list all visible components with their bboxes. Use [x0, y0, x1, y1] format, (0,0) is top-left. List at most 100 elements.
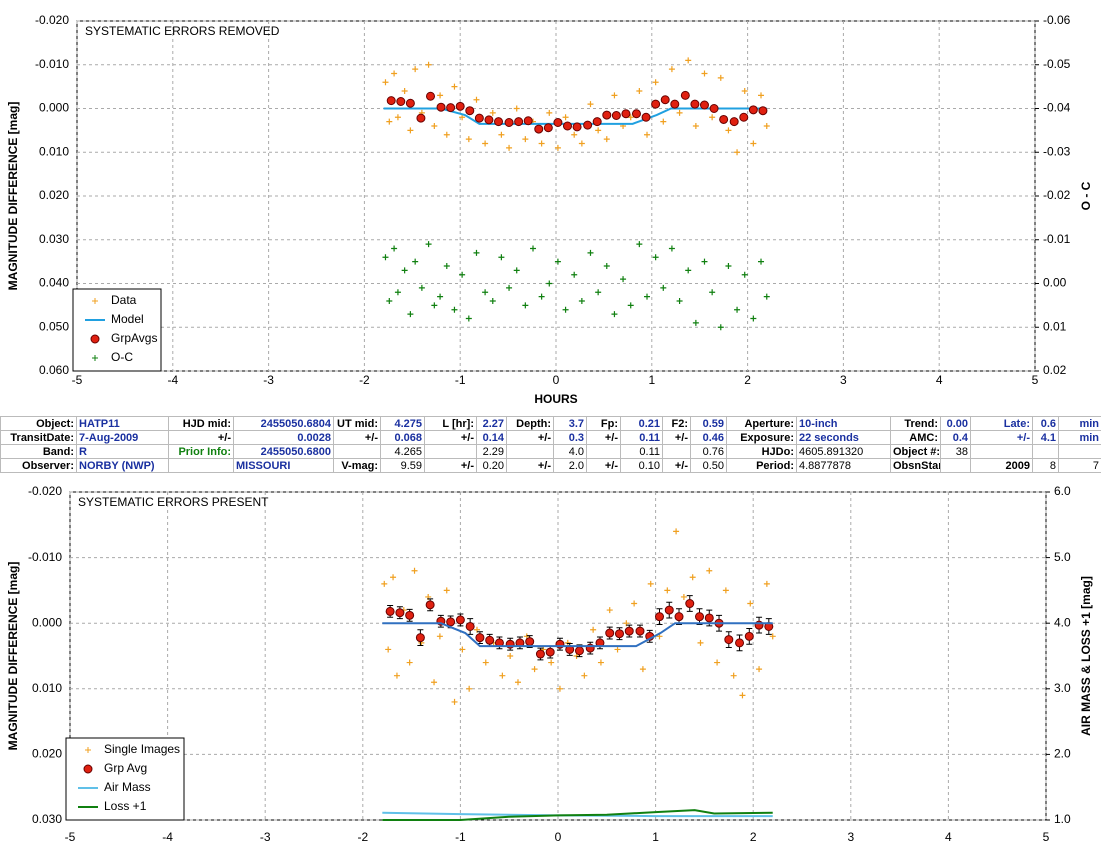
chart-top: -5 -4 -3 -2 -1 0 1 2 3 4 5 -0.020 -0.010 0.000 0.010 0.… [6, 13, 1093, 406]
table-cell [506, 444, 554, 459]
x-axis-title: HOURS [534, 392, 577, 406]
data-point [564, 639, 571, 646]
table-cell: HJDo: [726, 444, 797, 459]
group-average [735, 638, 745, 648]
group-average [455, 615, 465, 625]
y2-axis-title: AIR MASS & LOSS +1 [mag] [1079, 576, 1093, 736]
data-point [431, 123, 438, 129]
legend-label: Data [111, 293, 137, 307]
x-tick-label: 2 [744, 373, 751, 387]
series-line [382, 622, 773, 648]
group-average [446, 103, 456, 113]
data-point [482, 140, 489, 147]
y2-tick-label: 0.01 [1043, 319, 1067, 333]
data-point [451, 698, 458, 705]
group-average [405, 98, 415, 108]
data-point [722, 587, 729, 594]
data-point [660, 284, 667, 291]
data-point [578, 140, 585, 147]
data-point [763, 293, 770, 300]
data-point [734, 149, 741, 156]
data-point [750, 140, 757, 147]
group-average [396, 97, 406, 106]
table-cell: 2455050.6804 [233, 416, 334, 431]
data-point [676, 109, 683, 116]
group-average [605, 628, 615, 638]
table-cell: AMC: [890, 430, 941, 445]
group-average [523, 116, 533, 126]
table-cell: 0.068 [380, 430, 425, 445]
data-point [697, 639, 704, 646]
y-axis-title: MAGNITUDE DIFFERENCE [mag] [6, 562, 20, 751]
table-cell: +/- [424, 458, 477, 473]
data-point [756, 666, 763, 673]
data-point [652, 254, 659, 261]
table-cell: 4.265 [380, 444, 425, 459]
data-point [459, 271, 466, 278]
group-average [724, 635, 734, 645]
group-average [674, 612, 684, 622]
y-tick-label: 0.020 [32, 747, 62, 761]
data-point [425, 241, 432, 248]
data-point [466, 685, 473, 692]
table-cell: 9.59 [380, 458, 425, 473]
group-average [572, 122, 582, 132]
x-tick-label: 5 [1043, 830, 1050, 844]
group-average [525, 637, 535, 647]
table-cell: +/- [424, 430, 477, 445]
data-point [498, 131, 505, 138]
data-point [636, 241, 643, 248]
x-tick-label: -1 [455, 373, 466, 387]
group-average [635, 626, 645, 636]
group-average [651, 99, 661, 109]
data-point [603, 263, 610, 269]
table-cell: 4.1 [1032, 430, 1059, 445]
y2-tick-label: -0.06 [1043, 13, 1071, 27]
series-line [382, 809, 773, 821]
table-row: Band: R Prior Info: 2455050.6800 4.265 2.29 4.… [0, 444, 1101, 459]
group-average [475, 633, 485, 643]
group-average [624, 626, 634, 636]
y2-tick-label: 1.0 [1054, 812, 1071, 826]
table-cell: 7 [1058, 458, 1101, 473]
data-point [606, 607, 613, 614]
data-point [562, 114, 569, 121]
data-point [741, 88, 748, 94]
table-cell: +/- [662, 430, 691, 445]
data-point [620, 276, 627, 283]
data-point [390, 574, 397, 581]
table-cell: 0.10 [620, 458, 663, 473]
table-cell: 0.6 [1032, 416, 1059, 431]
group-average [631, 109, 641, 119]
data-point [644, 293, 651, 300]
table-cell [168, 458, 234, 473]
data-point [431, 679, 438, 686]
data-point [647, 580, 654, 587]
data-point [660, 118, 667, 125]
data-point [411, 567, 418, 574]
table-cell [333, 444, 381, 459]
x-tick-label: -4 [162, 830, 173, 844]
parameter-table: Object: HATP11 HJD mid: 2455050.6804 UT mid:… [0, 416, 1101, 473]
table-cell: +/- [586, 458, 621, 473]
group-average [695, 612, 705, 622]
data-point [611, 311, 618, 318]
x-tick-label: 4 [945, 830, 952, 844]
group-average [685, 599, 695, 609]
group-average [465, 106, 475, 116]
table-cell: Depth: [506, 416, 554, 431]
data-point [401, 267, 408, 274]
table-cell: TransitDate: [0, 430, 77, 445]
data-point [644, 131, 651, 138]
table-cell: Object: [0, 416, 77, 431]
x-tick-label: 5 [1032, 373, 1039, 387]
data-point [382, 254, 389, 261]
data-point [538, 293, 545, 300]
table-cell: MISSOURI [233, 458, 334, 473]
group-average [621, 109, 631, 119]
table-cell: NORBY (NWP) [76, 458, 169, 473]
group-average [436, 102, 446, 112]
group-average [758, 106, 768, 116]
data-point [506, 284, 513, 291]
data-point [443, 131, 450, 138]
